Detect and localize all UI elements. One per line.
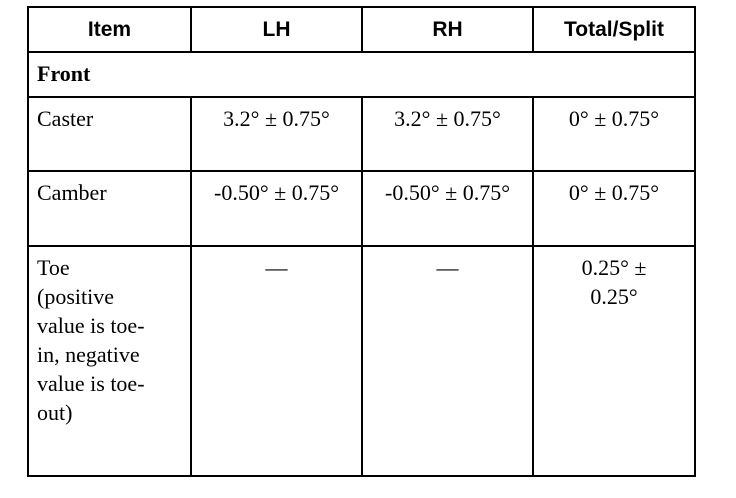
section-row: Front xyxy=(27,51,696,98)
section-front: Front xyxy=(27,51,696,98)
cell-total: 0° ± 0.75° xyxy=(532,170,696,247)
cell-total: 0° ± 0.75° xyxy=(532,96,696,172)
cell-item: Caster xyxy=(27,96,192,172)
cell-rh: 3.2° ± 0.75° xyxy=(361,96,534,172)
header-lh: LH xyxy=(190,6,363,53)
cell-total: 0.25° ± 0.25° xyxy=(532,245,696,477)
cell-lh: — xyxy=(190,245,363,477)
header-item: Item xyxy=(27,6,192,53)
table-row: Toe (positive value is toe-in, negative … xyxy=(27,245,696,477)
cell-lh: 3.2° ± 0.75° xyxy=(190,96,363,172)
cell-rh: — xyxy=(361,245,534,477)
alignment-spec-table: Item LH RH Total/Split Front Caster 3.2°… xyxy=(27,6,696,477)
table-row: Camber -0.50° ± 0.75° -0.50° ± 0.75° 0° … xyxy=(27,170,696,247)
cell-item: Toe (positive value is toe-in, negative … xyxy=(27,245,192,477)
header-total-split: Total/Split xyxy=(532,6,696,53)
header-rh: RH xyxy=(361,6,534,53)
cell-item: Camber xyxy=(27,170,192,247)
header-row: Item LH RH Total/Split xyxy=(27,6,696,53)
table-row: Caster 3.2° ± 0.75° 3.2° ± 0.75° 0° ± 0.… xyxy=(27,96,696,172)
cell-lh: -0.50° ± 0.75° xyxy=(190,170,363,247)
cell-rh: -0.50° ± 0.75° xyxy=(361,170,534,247)
